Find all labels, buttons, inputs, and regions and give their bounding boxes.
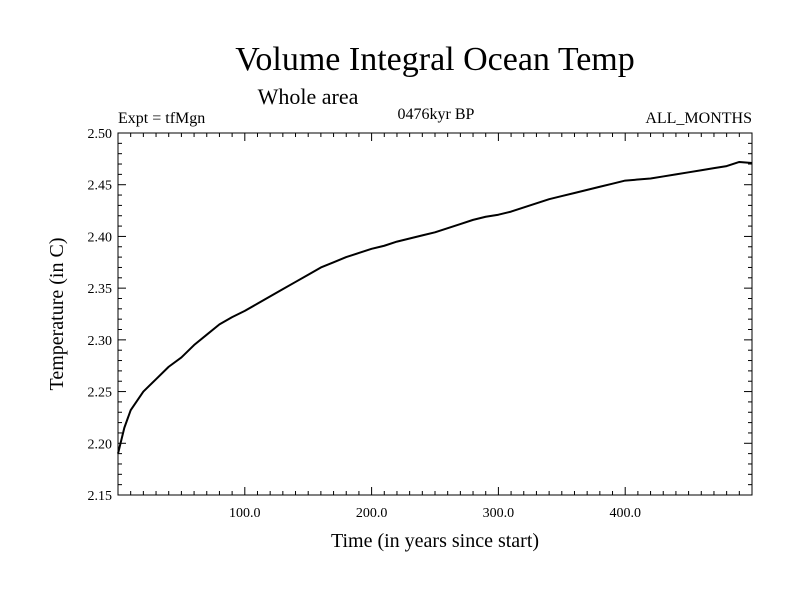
- x-tick-label: 100.0: [229, 506, 261, 521]
- x-tick-label: 300.0: [483, 506, 515, 521]
- period-label: 0476kyr BP: [398, 106, 475, 123]
- experiment-label: Expt = tfMgn: [118, 110, 205, 127]
- months-label: ALL_MONTHS: [645, 110, 752, 127]
- temperature-series-line: [117, 160, 753, 454]
- y-tick-label: 2.50: [88, 127, 113, 142]
- y-axis-label: Temperature (in C): [46, 238, 68, 391]
- chart-subtitle: Whole area: [258, 84, 359, 109]
- y-tick-label: 2.40: [88, 230, 113, 245]
- chart-title: Volume Integral Ocean Temp: [235, 41, 635, 78]
- x-axis: 100.0 200.0 300.0 400.0: [130, 133, 740, 521]
- y-tick-label: 2.20: [88, 437, 113, 452]
- y-tick-label: 2.30: [88, 334, 113, 349]
- x-tick-label: 200.0: [356, 506, 388, 521]
- plot-frame: [117, 132, 753, 496]
- y-tick-label: 2.25: [88, 386, 113, 401]
- x-axis-label: Time (in years since start): [331, 530, 539, 552]
- y-axis: 2.15 2.20 2.25 2.30 2.35 2.40 2.45 2.50: [88, 127, 752, 504]
- y-tick-label: 2.35: [88, 282, 113, 297]
- x-tick-label: 400.0: [609, 506, 641, 521]
- y-tick-label: 2.15: [88, 489, 113, 504]
- y-tick-label: 2.45: [88, 179, 113, 194]
